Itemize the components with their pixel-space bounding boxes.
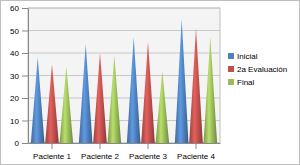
y-tick-mark bbox=[22, 8, 28, 9]
grid-line bbox=[28, 30, 220, 31]
x-tick-label: Paciente 4 bbox=[177, 152, 215, 161]
legend-label: Inicial bbox=[237, 52, 258, 61]
y-tick: 60 bbox=[10, 4, 28, 13]
bar bbox=[45, 64, 59, 143]
x-tick-label: Paciente 1 bbox=[33, 152, 71, 161]
y-tick: 40 bbox=[10, 49, 28, 58]
y-tick-label: 0 bbox=[15, 139, 20, 148]
y-tick-label: 40 bbox=[10, 49, 19, 58]
plot-area bbox=[28, 8, 220, 143]
grid bbox=[28, 8, 220, 143]
x-tick-mark bbox=[100, 143, 101, 149]
bar bbox=[60, 67, 74, 144]
bar bbox=[127, 37, 141, 143]
y-axis-line bbox=[28, 9, 29, 144]
y-tick-label: 30 bbox=[10, 72, 19, 81]
y-tick-mark bbox=[22, 76, 28, 77]
grid-line bbox=[28, 8, 220, 9]
bar bbox=[31, 58, 45, 144]
marks bbox=[31, 19, 217, 143]
y-tick-label: 10 bbox=[10, 117, 19, 126]
y-tick-mark bbox=[22, 31, 28, 32]
chart-frame bbox=[1, 1, 300, 165]
x-tick-mark bbox=[148, 143, 149, 149]
y-tick: 20 bbox=[10, 94, 28, 103]
bar bbox=[108, 55, 122, 143]
legend-swatch bbox=[228, 79, 234, 85]
y-axis: 0 10 20 30 40 50 60 bbox=[10, 4, 28, 148]
y-tick: 30 bbox=[10, 72, 28, 81]
grid-line bbox=[28, 75, 220, 76]
y-tick-mark bbox=[22, 98, 28, 99]
x-tick: Paciente 1 bbox=[33, 143, 71, 161]
x-tick: Paciente 3 bbox=[129, 143, 167, 161]
x-tick-label: Paciente 3 bbox=[129, 152, 167, 161]
x-tick: Paciente 4 bbox=[177, 143, 215, 161]
bar bbox=[189, 28, 203, 143]
y-tick-mark bbox=[22, 121, 28, 122]
y-tick-mark bbox=[22, 53, 28, 54]
y-tick-label: 60 bbox=[10, 4, 19, 13]
y-tick-label: 50 bbox=[10, 27, 19, 36]
bar bbox=[141, 42, 155, 143]
grid-line bbox=[28, 98, 220, 99]
grid-line bbox=[28, 53, 220, 54]
legend-label: 2a Evaluación bbox=[237, 65, 287, 74]
y-tick-mark bbox=[22, 143, 28, 144]
plot: 0102030405060Paciente 1Paciente 2Pacient… bbox=[10, 4, 220, 161]
x-axis-line bbox=[29, 143, 221, 144]
legend-swatch bbox=[228, 53, 234, 59]
x-tick: Paciente 2 bbox=[81, 143, 119, 161]
legend-label: Final bbox=[237, 78, 255, 87]
legend-swatch bbox=[228, 66, 234, 72]
x-axis: Paciente 1 Paciente 2 Paciente 3 Paciente 4 bbox=[29, 143, 221, 161]
bar bbox=[204, 37, 218, 143]
legend: Inicial 2a Evaluación Final bbox=[228, 52, 287, 87]
y-tick-label: 20 bbox=[10, 94, 19, 103]
bar bbox=[175, 19, 189, 143]
y-tick: 0 bbox=[15, 139, 28, 148]
bar bbox=[79, 44, 93, 143]
x-tick-mark bbox=[52, 143, 53, 149]
chart: 0102030405060Paciente 1Paciente 2Pacient… bbox=[0, 0, 300, 165]
bar bbox=[93, 53, 107, 143]
x-tick-label: Paciente 2 bbox=[81, 152, 119, 161]
y-tick: 10 bbox=[10, 117, 28, 126]
x-tick-mark bbox=[196, 143, 197, 149]
y-tick: 50 bbox=[10, 27, 28, 36]
bar bbox=[156, 71, 170, 143]
